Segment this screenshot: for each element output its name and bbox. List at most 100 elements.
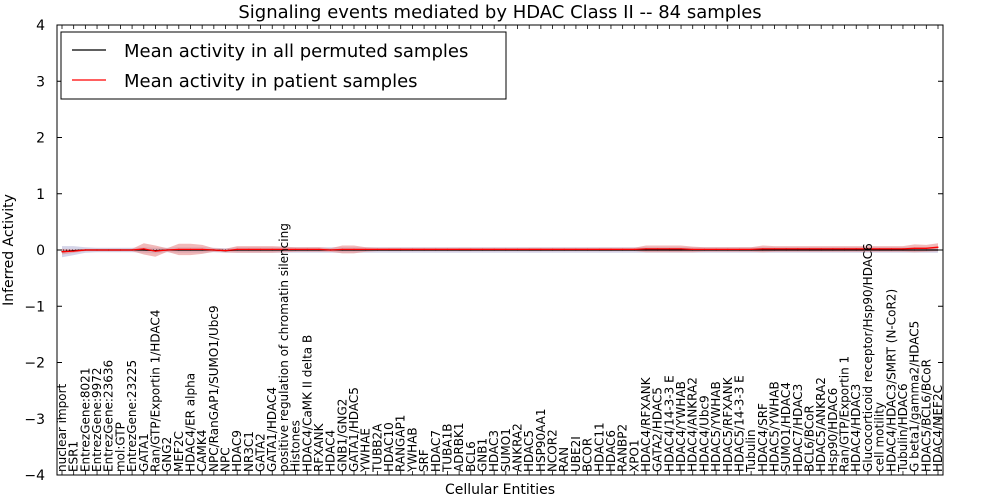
x-tick-label: TUBB2A: [370, 423, 384, 473]
x-tick-label: HDAC4/YWHAB: [674, 381, 688, 472]
x-tick-label: Ran/GTP/Exportin 1/HDAC4: [148, 310, 162, 472]
patient-point: [330, 249, 332, 251]
permuted-point: [855, 249, 857, 251]
patient-point: [844, 248, 846, 250]
legend-label-permuted: Mean activity in all permuted samples: [124, 41, 468, 62]
series-lines: [57, 246, 943, 253]
patient-point: [680, 248, 682, 250]
patient-point: [446, 248, 448, 250]
patient-point: [715, 248, 717, 250]
patient-line: [61, 246, 939, 253]
legend-label-patient: Mean activity in patient samples: [124, 71, 418, 92]
x-tick-label: EntrezGene:8021: [78, 368, 92, 473]
patient-point: [890, 248, 892, 250]
x-tick-label: GNB1/GNG2: [335, 399, 349, 472]
x-tick-label: HDAC5/RFXANK: [721, 376, 735, 472]
patient-point: [353, 248, 355, 250]
patient-point: [166, 249, 168, 251]
patient-point: [587, 248, 589, 250]
permuted-point: [785, 249, 787, 251]
x-tick-label: MEF2C: [172, 431, 186, 472]
legend: Mean activity in all permuted samples Me…: [60, 31, 507, 100]
patient-point: [493, 248, 495, 250]
patient-point: [189, 248, 192, 250]
patient-point: [61, 251, 63, 253]
x-tick-label: HDAC4/ANKRA2: [686, 377, 700, 472]
x-tick-label: Tubulin/HDAC6: [896, 383, 910, 473]
patient-point: [832, 248, 834, 250]
x-tick-label: cell motility: [873, 402, 887, 472]
patient-point: [119, 249, 121, 251]
x-tick-label: HDAC5/ANKRA2: [814, 377, 828, 472]
x-tick-label: HDAC10: [382, 422, 396, 472]
x-tick-label: HDAC4/RFXANK: [639, 376, 653, 472]
x-tick-label: ANKRA2: [511, 423, 525, 472]
y-tick-label: −2: [24, 356, 45, 372]
permuted-point: [914, 249, 916, 251]
x-tick-label: SUMO1/HDAC4: [779, 382, 793, 472]
patient-point: [388, 248, 390, 250]
y-tick-label: −1: [24, 299, 45, 315]
patient-point: [657, 248, 659, 250]
chart-title: Signaling events mediated by HDAC Class …: [238, 2, 761, 23]
patient-point: [528, 248, 530, 250]
x-tick-label: HDAC11: [592, 422, 606, 472]
x-tick-label: mol:GTP: [113, 422, 127, 472]
patient-point: [470, 248, 472, 250]
x-tick-label: RFXANK: [312, 422, 326, 472]
patient-point: [201, 248, 203, 250]
patient-point: [785, 248, 787, 250]
permuted-point: [668, 249, 671, 251]
x-tick-label: NPC/RanGAP1/SUMO1/Ubc9: [207, 305, 221, 472]
y-tick-label: −3: [24, 412, 45, 428]
patient-point: [376, 248, 378, 250]
x-tick-label: HDAC6: [604, 430, 618, 472]
patient-point: [318, 248, 320, 250]
x-tick-label: HSP90AA1: [534, 408, 548, 472]
permuted-point: [925, 249, 927, 251]
patient-point: [306, 248, 308, 250]
patient-point: [855, 248, 857, 250]
x-tick-label: HDAC4/MEF2C: [931, 385, 945, 472]
x-tick-label: GNG2: [160, 437, 174, 472]
patient-point: [703, 248, 706, 250]
x-tick-label: RANGAP1: [394, 415, 408, 472]
x-tick-label: Glucocorticoid receptor/Hsp90/HDAC6: [861, 243, 875, 472]
x-tick-label: G beta1/gamma2/HDAC5: [908, 321, 922, 472]
x-tick-label: EntrezGene:23636: [102, 360, 116, 472]
patient-point: [820, 248, 822, 250]
patient-point: [295, 248, 297, 250]
patient-point: [224, 250, 227, 252]
patient-point: [692, 248, 694, 250]
patient-point: [808, 248, 811, 250]
x-tick-label: Hsp90/HDAC6: [826, 388, 840, 472]
patient-point: [750, 248, 752, 250]
permuted-point: [832, 249, 834, 251]
permuted-point: [680, 249, 682, 251]
x-tick-label: HDAC4/HDAC3: [849, 384, 863, 472]
patient-point: [516, 248, 519, 250]
patient-point: [668, 248, 671, 250]
x-tick-label: YWHAB: [405, 427, 419, 473]
x-tick-label: YWHAE: [359, 428, 373, 473]
x-tick-label: TUBA1B: [440, 424, 454, 473]
permuted-point: [797, 249, 799, 251]
y-tick-label: 2: [36, 131, 45, 147]
patient-point: [213, 249, 215, 251]
patient-point: [283, 248, 285, 250]
x-tick-label: HDAC7: [429, 430, 443, 472]
patient-point: [236, 248, 238, 250]
x-tick-label: SRF: [417, 449, 431, 472]
permuted-point: [879, 249, 881, 251]
x-tick-label: SUMO1: [499, 428, 513, 472]
patient-point: [762, 248, 764, 250]
x-tick-label: HDAC5/YWHAB: [709, 381, 723, 472]
x-tick-label: NPC: [219, 447, 233, 472]
x-tick-label: positive regulation of chromatin silenci…: [277, 223, 291, 472]
y-tick-label: 1: [36, 187, 45, 203]
x-tick-label: GATA2: [254, 433, 268, 472]
patient-point: [914, 247, 916, 249]
y-tick-label: 4: [36, 18, 45, 34]
permuted-point: [808, 249, 811, 251]
